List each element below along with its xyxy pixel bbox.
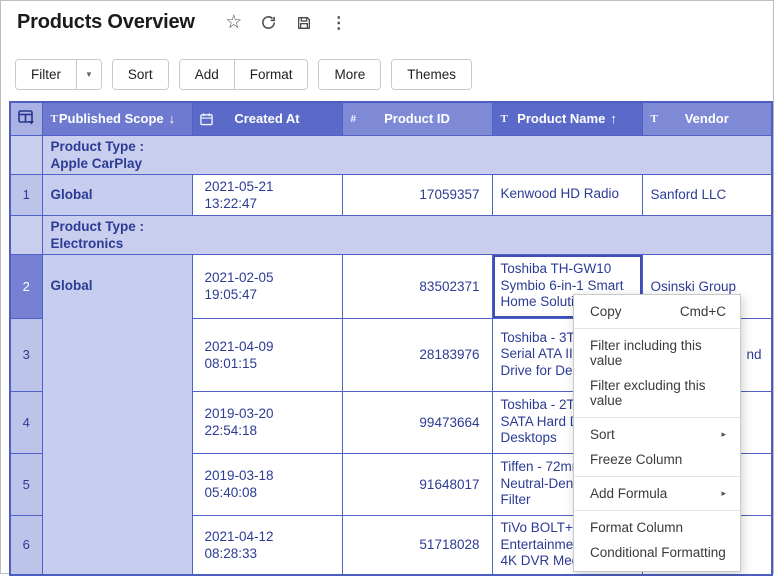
- submenu-arrow-icon: ▸: [721, 486, 726, 501]
- kebab-menu-icon[interactable]: ⋮: [330, 14, 348, 32]
- cell-product-id[interactable]: 28183976: [342, 318, 492, 391]
- group-row-number-spacer: [10, 215, 42, 254]
- cell-published-scope-merged[interactable]: Global: [42, 254, 192, 575]
- toolbar: Filter ▼ Sort Add Format More Themes: [15, 59, 472, 90]
- themes-button[interactable]: Themes: [392, 60, 471, 89]
- menu-separator: [574, 328, 740, 329]
- submenu-arrow-icon: ▸: [721, 427, 726, 442]
- menu-item-filter-including[interactable]: Filter including this value: [574, 333, 740, 373]
- menu-item-freeze-column[interactable]: Freeze Column: [574, 447, 740, 472]
- row-number[interactable]: 6: [10, 515, 42, 575]
- more-button[interactable]: More: [319, 60, 380, 89]
- favorite-star-icon[interactable]: ☆: [225, 14, 243, 32]
- row-number[interactable]: 4: [10, 391, 42, 453]
- column-header-vendor[interactable]: T Vendor: [642, 102, 772, 135]
- column-label: Product Name: [517, 111, 605, 126]
- sort-button[interactable]: Sort: [113, 60, 168, 89]
- menu-item-add-formula[interactable]: Add Formula ▸: [574, 481, 740, 506]
- column-header-product-id[interactable]: # Product ID: [342, 102, 492, 135]
- cell-product-id[interactable]: 51718028: [342, 515, 492, 575]
- context-menu: Copy Cmd+C Filter including this value F…: [573, 294, 741, 572]
- filter-button-group: Filter ▼: [15, 59, 102, 90]
- menu-item-filter-excluding[interactable]: Filter excluding this value: [574, 373, 740, 413]
- menu-item-copy[interactable]: Copy Cmd+C: [574, 299, 740, 324]
- title-icon-bar: ☆ ⋮: [225, 14, 348, 32]
- themes-button-group: Themes: [391, 59, 472, 90]
- calendar-type-icon: [200, 112, 213, 125]
- number-type-icon: #: [351, 113, 357, 125]
- table-header-row: T Published Scope ↓ Created At # Product …: [10, 102, 772, 135]
- format-button[interactable]: Format: [234, 60, 308, 89]
- sort-asc-icon: ↑: [610, 111, 617, 126]
- cell-created-at[interactable]: 2021-02-05 19:05:47: [192, 254, 342, 318]
- row-number[interactable]: 1: [10, 174, 42, 215]
- menu-item-sort[interactable]: Sort ▸: [574, 422, 740, 447]
- group-row-number-spacer: [10, 135, 42, 174]
- group-row-apple-carplay: Product Type : Apple CarPlay: [10, 135, 772, 174]
- cell-created-at[interactable]: 2019-03-20 22:54:18: [192, 391, 342, 453]
- menu-separator: [574, 476, 740, 477]
- save-icon[interactable]: [295, 14, 313, 32]
- column-header-published-scope[interactable]: T Published Scope ↓: [42, 102, 192, 135]
- more-button-group: More: [318, 59, 381, 90]
- group-label: Product Type : Apple CarPlay: [42, 135, 772, 174]
- cell-created-at[interactable]: 2021-04-12 08:28:33: [192, 515, 342, 575]
- cell-product-id[interactable]: 99473664: [342, 391, 492, 453]
- group-label: Product Type : Electronics: [42, 215, 772, 254]
- cell-product-id[interactable]: 83502371: [342, 254, 492, 318]
- column-label: Created At: [234, 111, 299, 126]
- column-label: Product ID: [384, 111, 450, 126]
- menu-item-conditional-formatting[interactable]: Conditional Formatting: [574, 540, 740, 565]
- table-options-corner-button[interactable]: [10, 102, 42, 135]
- column-header-product-name[interactable]: T Product Name ↑: [492, 102, 642, 135]
- sort-desc-icon: ↓: [169, 111, 176, 126]
- group-row-electronics: Product Type : Electronics: [10, 215, 772, 254]
- cell-created-at[interactable]: 2021-05-21 13:22:47: [192, 174, 342, 215]
- table-row: 1 Global 2021-05-21 13:22:47 17059357 Ke…: [10, 174, 772, 215]
- menu-separator: [574, 510, 740, 511]
- app-header: Products Overview ☆ ⋮: [17, 11, 348, 34]
- column-label: Published Scope: [59, 111, 164, 126]
- column-label: Vendor: [685, 111, 729, 126]
- cell-created-at[interactable]: 2021-04-09 08:01:15: [192, 318, 342, 391]
- sort-button-group: Sort: [112, 59, 169, 90]
- row-number[interactable]: 5: [10, 453, 42, 515]
- cell-published-scope[interactable]: Global: [42, 174, 192, 215]
- copy-shortcut: Cmd+C: [680, 304, 726, 319]
- text-type-icon: T: [651, 113, 658, 125]
- add-format-button-group: Add Format: [179, 59, 309, 90]
- products-overview-app: { "window_title": "Products Overview", "…: [0, 0, 774, 574]
- table-columns-icon: [18, 110, 35, 125]
- refresh-icon[interactable]: [260, 14, 278, 32]
- add-button[interactable]: Add: [180, 60, 234, 89]
- row-number-selected[interactable]: 2: [10, 254, 42, 318]
- filter-button[interactable]: Filter: [16, 60, 76, 89]
- cell-product-id[interactable]: 91648017: [342, 453, 492, 515]
- column-header-created-at[interactable]: Created At: [192, 102, 342, 135]
- cell-vendor[interactable]: Sanford LLC: [642, 174, 772, 215]
- filter-dropdown-arrow[interactable]: ▼: [76, 60, 101, 89]
- text-type-icon: T: [501, 113, 508, 125]
- row-number[interactable]: 3: [10, 318, 42, 391]
- menu-item-format-column[interactable]: Format Column: [574, 515, 740, 540]
- cell-created-at[interactable]: 2019-03-18 05:40:08: [192, 453, 342, 515]
- menu-separator: [574, 417, 740, 418]
- cell-product-id[interactable]: 17059357: [342, 174, 492, 215]
- cell-product-name[interactable]: Kenwood HD Radio: [492, 174, 642, 215]
- text-type-icon: T: [51, 113, 58, 125]
- page-title: Products Overview: [17, 11, 195, 34]
